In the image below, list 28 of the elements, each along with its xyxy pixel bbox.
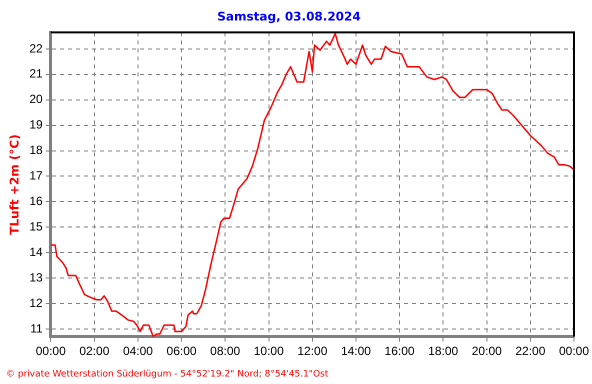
x-tick-label: 02:00 — [79, 344, 110, 358]
y-tick-label: 11 — [30, 321, 44, 336]
y-tick-label: 18 — [29, 143, 44, 158]
x-tick-label: 22:00 — [515, 344, 546, 358]
text: © private Wetterstation Süderlügum - 54°52'19.2" Nord; 8°54'45.1"Ost — [6, 369, 329, 380]
x-tick-label: 18:00 — [428, 344, 459, 358]
chart-title: Samstag, 03.08.2024 — [217, 9, 361, 24]
x-tick-label: 00:00 — [36, 344, 66, 358]
x-tick-label: 00:00 — [558, 344, 590, 358]
x-tick-label: 06:00 — [166, 344, 197, 358]
x-tick-label: 04:00 — [122, 344, 154, 358]
y-tick-label: 21 — [29, 66, 44, 81]
y-tick-label: 15 — [29, 219, 44, 234]
y-tick-label: 19 — [29, 118, 44, 132]
y-tick-label: 13 — [29, 270, 44, 284]
y-tick-label: 20 — [29, 92, 44, 106]
y-tick-label: 22 — [29, 41, 44, 56]
y-axis-title: TLuft +2m (°C) — [7, 134, 22, 235]
x-tick-label: 12:00 — [297, 344, 328, 358]
x-tick-label: 08:00 — [210, 344, 240, 358]
x-tick-label: 20:00 — [472, 344, 502, 358]
y-tick-label: 14 — [29, 244, 44, 259]
x-tick-label: 16:00 — [384, 344, 415, 358]
y-tick-label: 17 — [29, 168, 44, 183]
y-tick-label: 16 — [29, 194, 44, 208]
x-tick-label: 14:00 — [340, 344, 372, 358]
y-tick-label: 12 — [29, 296, 44, 310]
x-tick-label: 10:00 — [254, 344, 284, 358]
